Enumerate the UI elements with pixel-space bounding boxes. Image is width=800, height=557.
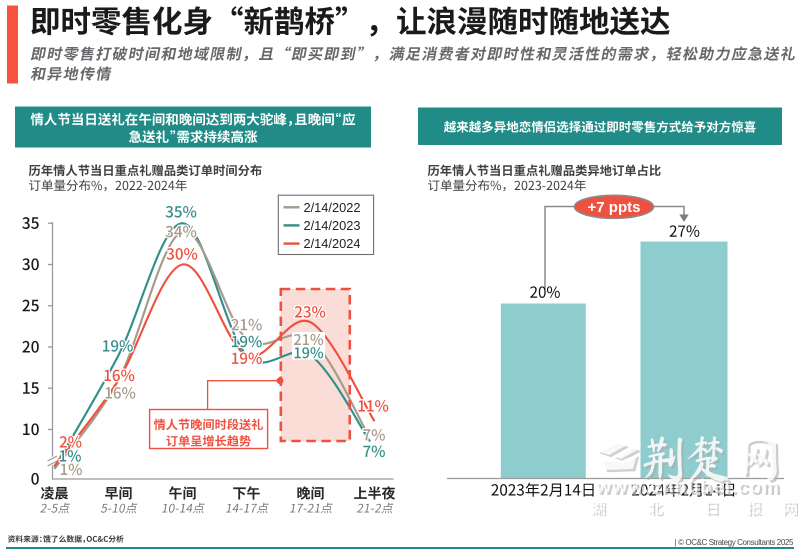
- svg-text:| © OC&C Strategy Consultants: | © OC&C Strategy Consultants 2025: [675, 538, 794, 547]
- svg-text:2/14/2024: 2/14/2024: [304, 236, 361, 251]
- svg-text:2/14/2022: 2/14/2022: [304, 200, 361, 215]
- svg-text:+7 ppts: +7 ppts: [588, 199, 641, 216]
- svg-text:www.cnhubei.com: www.cnhubei.com: [595, 477, 780, 498]
- svg-text:2/14/2023: 2/14/2023: [304, 218, 361, 233]
- svg-text:www.cnhubei.com: www.cnhubei.com: [597, 479, 782, 500]
